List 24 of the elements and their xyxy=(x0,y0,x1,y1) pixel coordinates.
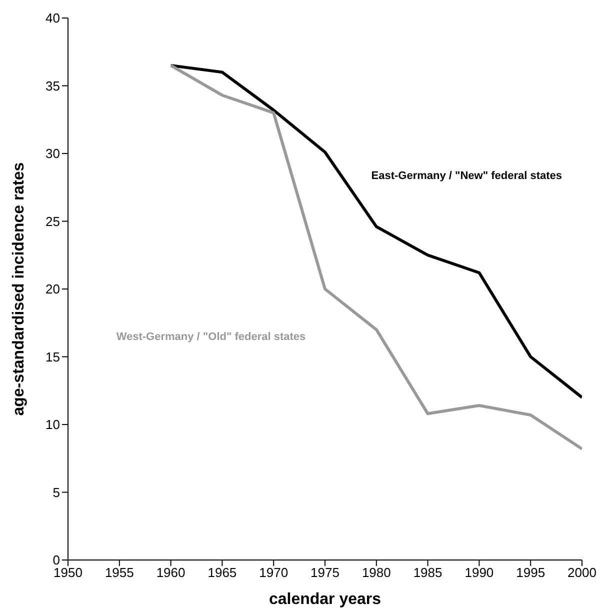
y-tick-label: 0 xyxy=(52,552,60,568)
x-tick-label: 1990 xyxy=(464,565,494,580)
y-tick-label: 5 xyxy=(52,484,60,500)
x-tick-label: 1950 xyxy=(54,565,82,580)
y-tick-label: 15 xyxy=(46,349,60,364)
x-tick-label: 1995 xyxy=(516,565,546,580)
x-tick-label: 1970 xyxy=(259,565,288,580)
x-axis-title: calendar years xyxy=(268,591,382,608)
x-tick-label: 1985 xyxy=(413,565,442,580)
y-tick-label: 35 xyxy=(46,78,60,94)
x-tick-label: 1965 xyxy=(208,565,237,580)
x-tick-label: 1960 xyxy=(156,565,186,580)
x-tick-label: 1975 xyxy=(310,565,340,580)
x-tick-label: 1980 xyxy=(362,565,391,580)
y-axis-title: age-standardised incidence rates xyxy=(10,162,28,416)
y-tick-label: 25 xyxy=(46,214,60,229)
y-tick-label: 20 xyxy=(46,282,60,297)
y-tick-label: 30 xyxy=(46,146,60,162)
y-tick-label: 40 xyxy=(46,10,60,26)
x-tick-label: 2000 xyxy=(568,565,596,580)
x-tick-label: 1955 xyxy=(104,565,134,580)
y-tick-label: 10 xyxy=(46,417,60,432)
text: West-Germany / "Old" federal states xyxy=(116,331,306,344)
series-label: East-Germany / "New" federal states xyxy=(371,170,562,182)
